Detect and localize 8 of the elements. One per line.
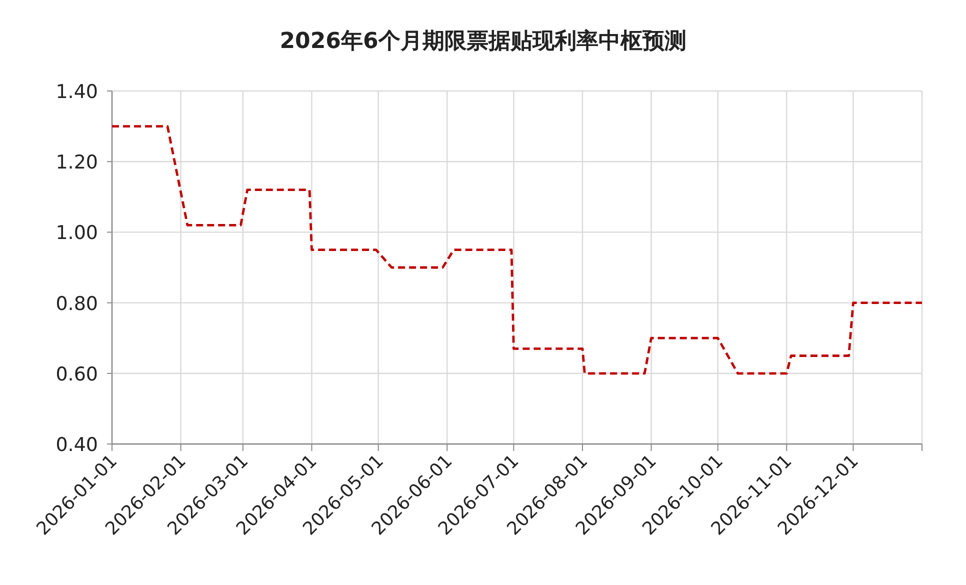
y-tick-label: 0.80 <box>56 292 98 315</box>
y-tick-label: 1.40 <box>56 81 98 103</box>
chart-title: 2026年6个月期限票据贴现利率中枢预测 <box>280 28 686 54</box>
y-tick-label: 1.00 <box>56 222 98 244</box>
y-tick-label: 1.20 <box>56 152 98 174</box>
y-tick-label: 0.60 <box>56 363 98 386</box>
y-tick-label: 0.40 <box>56 434 98 456</box>
line-series <box>110 125 924 375</box>
